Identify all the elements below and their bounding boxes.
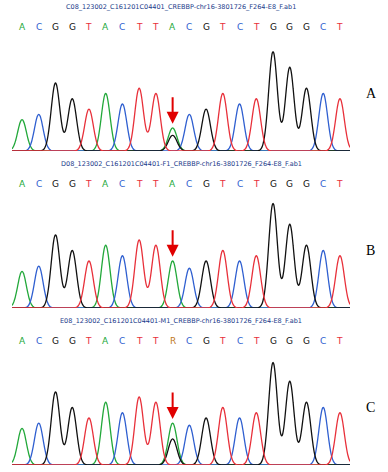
svg-text:T: T [219,22,226,32]
svg-text:A: A [102,179,109,189]
svg-text:G: G [270,336,277,346]
svg-text:G: G [303,179,310,189]
svg-text:C: C [320,336,326,346]
svg-text:A: A [19,22,26,32]
svg-text:C: C [320,22,326,32]
svg-text:G: G [203,22,210,32]
svg-text:T: T [85,22,92,32]
svg-text:T: T [253,336,260,346]
svg-text:T: T [85,179,92,189]
svg-text:T: T [336,336,343,346]
svg-text:G: G [286,22,293,32]
svg-text:C: C [186,179,192,189]
svg-text:C: C [119,179,125,189]
svg-text:T: T [85,336,92,346]
svg-text:C08_123002_C161201C04401_CREBB: C08_123002_C161201C04401_CREBBP-chr16-38… [66,3,296,11]
svg-text:T: T [219,179,226,189]
svg-text:C: C [320,179,326,189]
svg-text:G: G [286,336,293,346]
svg-text:G: G [270,22,277,32]
svg-text:C: C [366,400,375,415]
svg-text:A: A [102,22,109,32]
svg-text:A: A [19,179,26,189]
svg-text:G: G [270,179,277,189]
svg-text:G: G [303,22,310,32]
svg-text:G: G [52,22,59,32]
svg-text:C: C [237,336,243,346]
svg-text:T: T [152,22,159,32]
svg-text:A: A [102,336,109,346]
svg-text:B: B [366,243,375,258]
svg-text:T: T [253,22,260,32]
svg-text:G: G [52,179,59,189]
svg-text:T: T [336,179,343,189]
svg-text:T: T [136,336,143,346]
svg-text:T: T [219,336,226,346]
svg-text:R: R [170,336,176,346]
svg-text:E08_123002_C161201C04401-M1_CR: E08_123002_C161201C04401-M1_CREBBP-chr16… [60,317,302,325]
svg-text:T: T [152,336,159,346]
svg-text:C: C [36,179,42,189]
svg-text:C: C [237,22,243,32]
svg-text:C: C [119,336,125,346]
svg-text:G: G [69,336,76,346]
svg-text:T: T [136,179,143,189]
svg-text:A: A [19,336,26,346]
svg-text:G: G [303,336,310,346]
svg-text:G: G [52,336,59,346]
svg-text:D08_123002_C161201C04401-F1_CR: D08_123002_C161201C04401-F1_CREBBP-chr16… [61,160,302,168]
svg-text:C: C [186,22,192,32]
svg-text:G: G [69,179,76,189]
svg-text:A: A [366,86,377,101]
svg-text:A: A [169,179,176,189]
svg-text:C: C [36,22,42,32]
svg-text:T: T [136,22,143,32]
svg-text:A: A [169,22,176,32]
svg-text:T: T [253,179,260,189]
svg-text:T: T [152,179,159,189]
svg-text:C: C [36,336,42,346]
svg-text:C: C [186,336,192,346]
svg-text:C: C [119,22,125,32]
svg-text:G: G [286,179,293,189]
svg-text:T: T [336,22,343,32]
svg-text:G: G [203,179,210,189]
svg-text:G: G [69,22,76,32]
svg-text:C: C [237,179,243,189]
svg-text:G: G [203,336,210,346]
